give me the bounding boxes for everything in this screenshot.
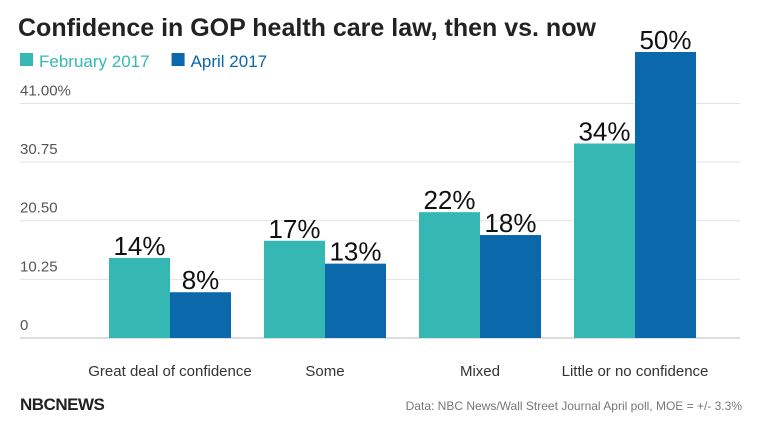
- y-tick-label: 20.50: [20, 200, 58, 217]
- x-tick-label: Mixed: [460, 363, 500, 380]
- value-label: 34%: [578, 117, 630, 147]
- bar: [480, 235, 541, 338]
- y-tick-label: 10.25: [20, 258, 58, 275]
- bar: [635, 52, 696, 338]
- legend-swatch: [20, 53, 33, 66]
- y-tick-label: 0: [20, 317, 28, 334]
- source: Data: NBC News/Wall Street Journal April…: [406, 399, 743, 413]
- logo: NBCNEWS: [20, 395, 104, 414]
- bar: [109, 257, 170, 338]
- value-label: 8%: [182, 265, 220, 295]
- y-tick-label: 30.75: [20, 141, 58, 158]
- value-label: 13%: [329, 237, 381, 267]
- chart-title: Confidence in GOP health care law, then …: [18, 14, 596, 42]
- x-tick-label: Little or no confidence: [562, 363, 709, 380]
- bar: [574, 143, 635, 338]
- value-label: 17%: [268, 214, 320, 244]
- value-label: 14%: [113, 231, 165, 261]
- value-label: 50%: [639, 25, 691, 55]
- bar: [170, 292, 231, 338]
- value-label: 22%: [423, 185, 475, 215]
- legend-label: April 2017: [191, 52, 268, 71]
- value-label: 18%: [484, 208, 536, 238]
- x-tick-label: Great deal of confidence: [88, 363, 251, 380]
- bar: [419, 212, 480, 338]
- legend-swatch: [171, 53, 185, 66]
- y-tick-label: 41.00%: [20, 82, 71, 99]
- bar: [264, 240, 325, 338]
- bar: [325, 263, 386, 338]
- legend-label: February 2017: [39, 52, 150, 71]
- x-tick-label: Some: [305, 363, 344, 380]
